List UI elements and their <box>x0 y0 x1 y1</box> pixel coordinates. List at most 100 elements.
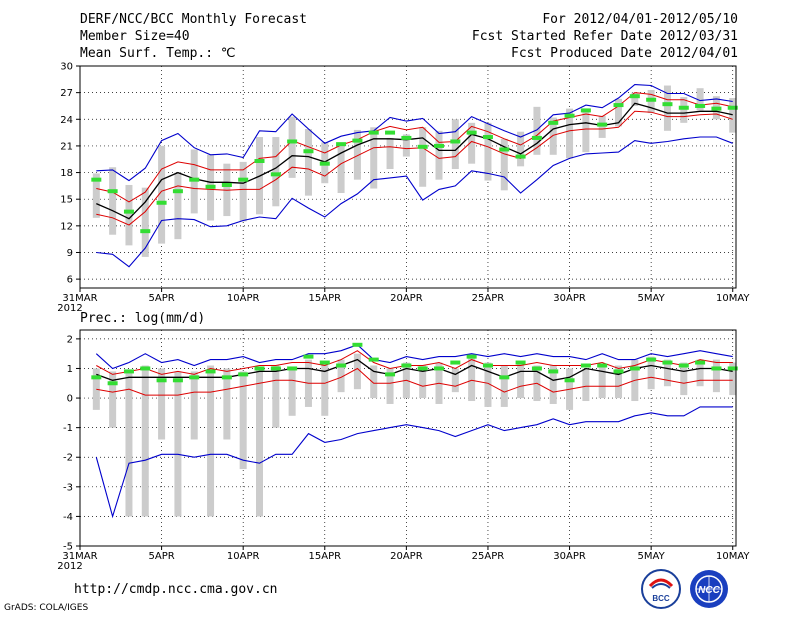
panel1-x-tick-label: 5MAY <box>638 293 666 304</box>
panel2-marker <box>385 372 396 377</box>
panel1-marker <box>172 189 183 194</box>
panel2-marker <box>662 360 673 365</box>
panel2-spread-bar <box>141 365 149 517</box>
panel2-marker <box>597 363 608 368</box>
panel1-spread-bar <box>402 134 410 157</box>
panel1-spread-bar <box>419 127 427 187</box>
panel2-marker <box>450 360 461 365</box>
panel2-year-label: 2012 <box>57 561 82 572</box>
panel2-spread-bar <box>712 359 720 393</box>
panel1-y-tick-label: 21 <box>60 141 73 152</box>
member-size: Member Size=40 <box>80 29 190 44</box>
panel1-spread-bar <box>353 129 361 180</box>
panel1-marker <box>156 200 167 205</box>
panel1-spread-bar <box>272 137 280 207</box>
forecast-period: For 2012/04/01-2012/05/10 <box>542 12 738 27</box>
panel2-marker <box>270 366 281 371</box>
panel2-y-tick-label: -1 <box>63 423 73 434</box>
panel2-spread-bar <box>272 365 280 428</box>
panel2-marker <box>352 342 363 347</box>
panel1-lower-line <box>96 110 733 226</box>
panel2-marker <box>156 378 167 383</box>
panel1-marker <box>91 177 102 182</box>
panel2-spread-bar <box>647 356 655 390</box>
panel1-marker <box>515 154 526 159</box>
panel2-spread-bar <box>239 371 247 470</box>
panel1-spread-bar <box>304 129 312 196</box>
panel1-marker <box>482 135 493 140</box>
panel2-y-tick-label: -4 <box>63 512 73 523</box>
panel2-mean-line <box>96 358 733 381</box>
panel2-spread-bar <box>696 359 704 387</box>
panel1-spread-bar <box>729 97 737 133</box>
panel2-spread-bar <box>680 362 688 396</box>
panel2-marker <box>434 366 445 371</box>
panel2-spread-bar <box>517 362 525 399</box>
chart-title: DERF/NCC/BCC Monthly Forecast <box>80 12 307 27</box>
panel2-marker <box>548 369 559 374</box>
panel1-x-tick-label: 10MAY <box>716 293 750 304</box>
panel1-marker <box>662 102 673 107</box>
grads-credit: GrADS: COLA/IGES <box>4 603 89 613</box>
panel2-x-tick-label: 25APR <box>472 551 505 562</box>
bcc-logo: BCC <box>640 568 682 610</box>
panel2-plot-frame <box>79 329 737 547</box>
panel2-x-tick-label: 31MAR <box>62 551 97 562</box>
panel1-x-tick-label: 31MAR <box>62 293 97 304</box>
panel1-upper-line <box>96 92 733 203</box>
panel2-spread-bar <box>174 371 182 517</box>
panel1-marker <box>678 105 689 110</box>
panel1-spread-bar <box>125 184 133 246</box>
panel1-marker <box>417 144 428 149</box>
panel2-marker <box>91 375 102 380</box>
bcc-logo-text: BCC <box>652 594 670 603</box>
panel1-spread-bar <box>598 115 606 138</box>
panel1-marker <box>434 143 445 148</box>
panel1-x-tick-label: 20APR <box>390 293 423 304</box>
panel2-spread-bar <box>663 359 671 387</box>
panel1-marker <box>646 97 657 102</box>
panel2-marker <box>205 369 216 374</box>
panel1-year-label: 2012 <box>57 303 82 314</box>
panel1-spread-bar <box>533 106 541 155</box>
panel2-marker <box>515 360 526 365</box>
panel2-marker <box>727 366 738 371</box>
panel1-marker <box>727 105 738 110</box>
panel1-y-tick-label: 24 <box>60 115 73 126</box>
panel1-spread-bar <box>484 122 492 181</box>
panel1-marker <box>140 229 151 234</box>
panel1-y-tick-label: 12 <box>60 221 73 232</box>
panel2-spread-bar <box>598 365 606 399</box>
panel2-x-tick-label: 5MAY <box>638 551 666 562</box>
panel2-marker <box>629 366 640 371</box>
panel1-marker <box>466 130 477 135</box>
panel1-spread-bar <box>141 187 149 257</box>
panel2-y-tick-label: -2 <box>63 453 73 464</box>
panel2-marker <box>221 375 232 380</box>
panel1-marker <box>401 135 412 140</box>
panel1-mean-line <box>96 102 733 220</box>
panel1-spread-bar <box>680 97 688 123</box>
panel1-spread-bar <box>239 161 247 222</box>
panel2-marker <box>401 363 412 368</box>
panel1-marker <box>287 139 298 144</box>
panel1-x-tick-label: 5APR <box>148 293 174 304</box>
panel2-marker <box>646 357 657 362</box>
panel1-marker <box>123 209 134 214</box>
panel2-marker <box>189 375 200 380</box>
panel1-marker <box>548 120 559 125</box>
panel1-y-tick-label: 9 <box>67 248 73 259</box>
panel1-max-line <box>96 84 733 182</box>
panel1-marker <box>531 135 542 140</box>
panel1-marker <box>238 177 249 182</box>
panel2-spread-bar <box>288 368 296 416</box>
panel1-marker <box>695 103 706 108</box>
panel2-marker <box>711 366 722 371</box>
panel1-x-tick-label: 30APR <box>553 293 586 304</box>
panel2-spread-bar <box>337 359 345 393</box>
panel1-spread-bar <box>288 116 296 178</box>
source-url[interactable]: http://cmdp.ncc.cma.gov.cn <box>74 582 278 597</box>
panel1-marker <box>711 106 722 111</box>
panel2-marker <box>695 360 706 365</box>
